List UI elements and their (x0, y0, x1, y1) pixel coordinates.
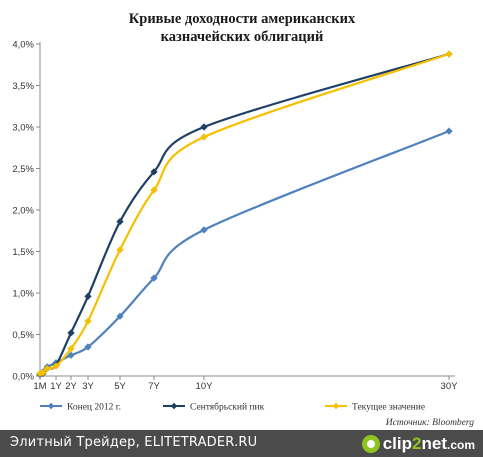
legend-label: Конец 2012 г. (67, 403, 121, 413)
x-tick-label: 1M (33, 381, 46, 392)
clip2net-logo-text: clip2net.com (382, 433, 475, 453)
data-point (67, 329, 75, 337)
series-line (39, 52, 450, 375)
data-point (200, 226, 208, 234)
yield-curve-chart: Кривые доходности американских казначейс… (12, 11, 475, 428)
y-tick-label: 2,0% (12, 206, 34, 217)
series-1 (36, 127, 453, 379)
data-point (445, 127, 453, 135)
chart-legend: Конец 2012 г. Сентябрьский пик Текущее зна… (40, 402, 425, 413)
x-tick-label: 5Y (114, 381, 126, 392)
source-note: Источник: Bloomberg (385, 418, 475, 428)
data-point (67, 344, 75, 353)
y-tick-label: 2,5% (12, 164, 34, 175)
clip2net-logo[interactable]: clip2net.com (361, 433, 475, 454)
series-3 (36, 50, 453, 378)
x-tick-label: 10Y (196, 381, 214, 392)
chart-axes: 0,0% 0,5% 1,0% 1,5% 2,0% 2,5% 3,0% 3,5% 4,0% 1M 1Y… (12, 40, 458, 393)
y-tick-label: 1,5% (12, 247, 34, 258)
data-point (150, 186, 158, 194)
x-tick-label: 1Y (50, 381, 62, 392)
chart-title-line-1: Кривые доходности американских (129, 11, 356, 27)
x-tick-label: 2Y (65, 381, 77, 392)
y-tick-label: 0,0% (12, 372, 34, 383)
clip2net-logo-icon (361, 434, 380, 453)
data-point (200, 133, 208, 141)
data-point (39, 368, 47, 377)
legend-marker (47, 402, 55, 410)
legend-marker (332, 402, 340, 410)
series-line (39, 130, 450, 376)
data-point (200, 123, 208, 131)
data-point (52, 362, 60, 370)
legend-label: Текущее значение (352, 403, 425, 413)
data-point (445, 50, 453, 58)
data-point (150, 274, 158, 282)
data-point (116, 217, 124, 226)
chart-title-line-2: казначейских облигаций (161, 29, 324, 45)
x-tick-label: 30Y (441, 381, 459, 392)
x-tick-label: 7Y (148, 381, 160, 392)
data-point (84, 292, 92, 301)
y-tick-label: 1,0% (12, 289, 34, 300)
data-point (43, 364, 52, 373)
chart-series (36, 50, 453, 379)
x-tick-label: 3Y (82, 381, 94, 392)
data-point (116, 246, 124, 254)
legend-marker (170, 402, 178, 410)
footer-credit: Элитный Трейдер, ELITETRADER.RU (10, 435, 258, 450)
data-point (67, 351, 75, 360)
series-line (39, 52, 450, 376)
y-tick-label: 4,0% (12, 40, 34, 51)
y-tick-label: 0,5% (12, 330, 34, 341)
data-point (84, 343, 92, 351)
series-2 (36, 50, 453, 379)
data-point (150, 168, 158, 176)
y-tick-label: 3,5% (12, 81, 34, 92)
data-point (116, 312, 124, 320)
y-tick-label: 3,0% (12, 123, 34, 134)
footer-bar: Элитный Трейдер, ELITETRADER.RU clip2net… (0, 430, 483, 457)
legend-label: Сентябрьский пик (190, 402, 265, 413)
data-point (84, 317, 92, 325)
